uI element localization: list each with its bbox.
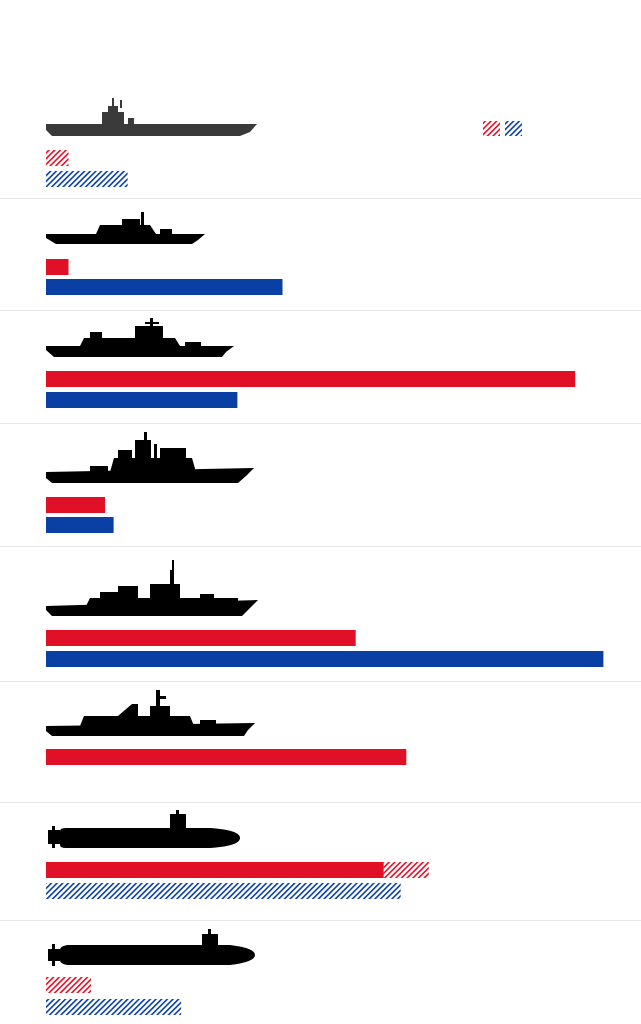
bar-destroyer-series-a (46, 630, 356, 646)
frigate-silhouette (46, 318, 234, 357)
bar-amphibious-assault-ship-series-b (46, 279, 283, 295)
amphibious-assault-ship-silhouette (46, 212, 205, 244)
bar-frigate-series-a (46, 371, 576, 387)
bar-ballistic-missile-submarine-series-a-hatched (46, 977, 91, 993)
ballistic-missile-submarine-silhouette (48, 929, 255, 966)
legend-swatch-series-a (483, 121, 500, 136)
bars (46, 150, 604, 1015)
bar-destroyer-series-b (46, 651, 604, 667)
bar-frigate-series-b (46, 392, 238, 408)
bar-corvette-series-a (46, 749, 407, 765)
corvette-silhouette (46, 690, 255, 736)
bar-aircraft-carrier-series-a-hatched (46, 150, 69, 166)
bar-cruiser-series-b (46, 517, 114, 533)
legend-swatch-series-b (505, 121, 522, 136)
bar-amphibious-assault-ship-series-a (46, 259, 69, 275)
cruiser-silhouette (46, 432, 254, 483)
aircraft-carrier-silhouette (46, 98, 257, 136)
legend (483, 121, 522, 136)
bar-aircraft-carrier-series-b-hatched (46, 171, 128, 187)
destroyer-silhouette (46, 560, 258, 616)
bar-attack-submarine-series-b-hatched (46, 883, 401, 899)
bar-ballistic-missile-submarine-series-b-hatched (46, 999, 182, 1015)
bar-cruiser-series-a (46, 497, 106, 513)
attack-submarine-silhouette (48, 810, 240, 848)
bar-attack-submarine-series-a-hatched (383, 862, 429, 878)
bar-attack-submarine-series-a (46, 862, 384, 878)
row-dividers (0, 198, 641, 921)
